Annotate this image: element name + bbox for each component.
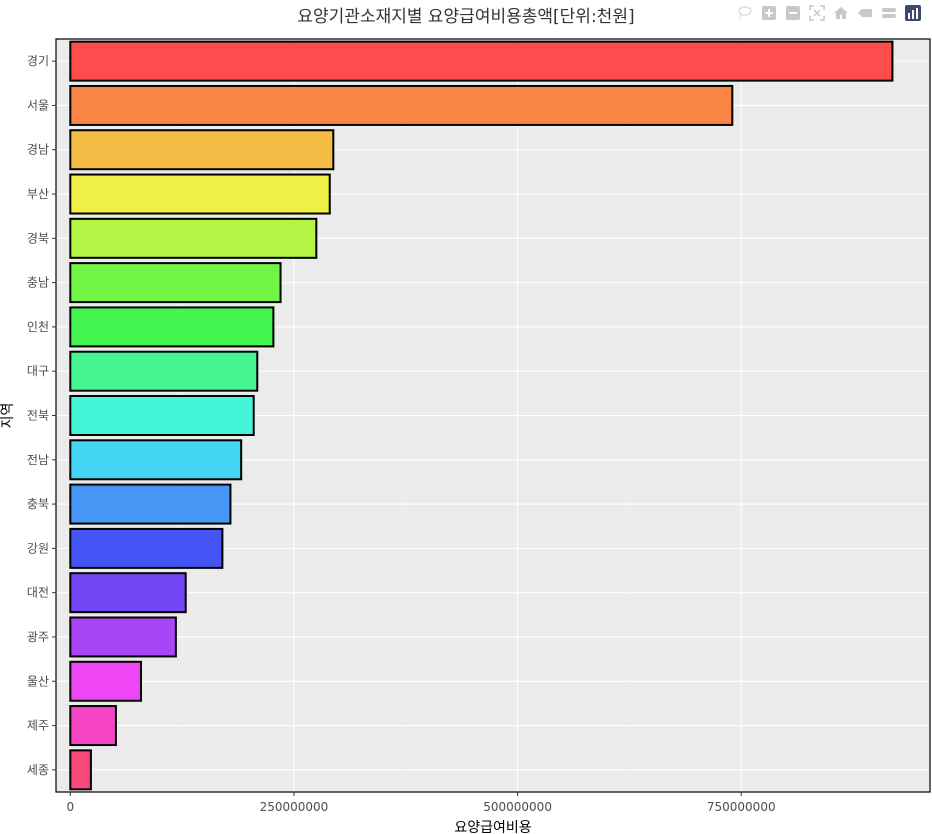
y-tick-label: 광주 <box>27 630 49 644</box>
compare-icon[interactable] <box>880 4 898 22</box>
y-tick-label: 전북 <box>27 409 49 423</box>
x-tick-label: 0 <box>66 800 74 814</box>
bar-경남[interactable] <box>69 129 335 171</box>
y-tick-label: 서울 <box>27 98 49 112</box>
x-axis: 0 250000000 500000000 750000000 <box>66 792 776 814</box>
bar-전남[interactable] <box>69 439 243 481</box>
lasso-icon[interactable] <box>736 4 754 22</box>
y-tick-label: 경북 <box>27 231 49 245</box>
bar-세종[interactable] <box>69 749 92 791</box>
y-tick-label: 대전 <box>27 586 49 600</box>
zoom-out-icon[interactable] <box>784 4 802 22</box>
bar-충북[interactable] <box>69 483 232 525</box>
bar-충남[interactable] <box>69 262 282 304</box>
bar-경기[interactable] <box>69 40 894 82</box>
y-tick-label: 경남 <box>27 143 49 157</box>
y-tick-label: 대구 <box>27 364 49 378</box>
bar-전북[interactable] <box>69 395 255 436</box>
bar-대구[interactable] <box>69 350 259 392</box>
bar-부산[interactable] <box>69 173 331 215</box>
y-tick-label: 전남 <box>27 453 49 467</box>
bar-대전[interactable] <box>69 572 187 614</box>
autoscale-icon[interactable] <box>808 4 826 22</box>
plotly-logo-icon[interactable] <box>904 4 922 22</box>
modebar <box>736 4 922 22</box>
bar-제주[interactable] <box>69 705 117 747</box>
x-tick-label: 250000000 <box>260 800 329 814</box>
chart-title: 요양기관소재지별 요양급여비용총액[단위:천원] <box>297 7 635 27</box>
bar-인천[interactable] <box>69 306 275 348</box>
home-icon[interactable] <box>832 4 850 22</box>
y-tick-label: 충북 <box>27 497 49 511</box>
bar-울산[interactable] <box>69 660 142 702</box>
spike-icon[interactable] <box>856 4 874 22</box>
x-tick-label: 500000000 <box>483 800 552 814</box>
y-tick-label: 세종 <box>27 763 49 777</box>
bar-광주[interactable] <box>69 616 177 658</box>
zoom-in-icon[interactable] <box>760 4 778 22</box>
y-tick-label: 부산 <box>27 187 49 201</box>
x-axis-title: 요양급여비용 <box>454 820 531 834</box>
bar-강원[interactable] <box>69 527 224 569</box>
y-tick-label: 인천 <box>27 319 49 334</box>
y-tick-label: 울산 <box>27 674 49 688</box>
y-axis-title: 지역 <box>0 403 16 429</box>
bar-서울[interactable] <box>69 84 734 126</box>
bars <box>69 40 894 791</box>
y-tick-label: 경기 <box>27 54 49 68</box>
x-tick-label: 750000000 <box>707 800 776 814</box>
y-tick-label: 충남 <box>27 276 49 290</box>
y-tick-label: 강원 <box>27 541 49 555</box>
y-tick-label: 제주 <box>27 719 49 733</box>
bar-경북[interactable] <box>69 217 318 259</box>
